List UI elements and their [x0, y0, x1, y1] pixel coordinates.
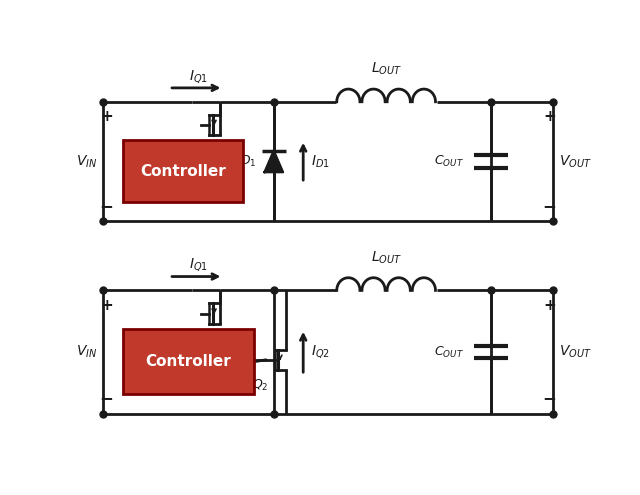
Text: $C_{OUT}$: $C_{OUT}$ — [434, 345, 463, 359]
Text: +: + — [543, 298, 556, 313]
Text: $Q_1$: $Q_1$ — [188, 330, 205, 345]
Text: Controller: Controller — [140, 163, 225, 179]
Text: $L_{OUT}$: $L_{OUT}$ — [371, 61, 402, 77]
Text: $V_{OUT}$: $V_{OUT}$ — [559, 344, 592, 360]
Text: $V_{OUT}$: $V_{OUT}$ — [559, 153, 592, 170]
Bar — [123, 140, 243, 202]
Text: −: − — [543, 197, 557, 215]
Text: +: + — [100, 109, 113, 124]
Text: −: − — [543, 390, 557, 407]
Polygon shape — [264, 150, 283, 172]
Text: $I_{D1}$: $I_{D1}$ — [311, 153, 330, 170]
Text: $Q_1$: $Q_1$ — [188, 141, 205, 156]
Text: $I_{Q1}$: $I_{Q1}$ — [189, 256, 208, 273]
Text: $D_1$: $D_1$ — [241, 154, 257, 169]
Text: $V_{IN}$: $V_{IN}$ — [76, 153, 97, 170]
Bar — [123, 329, 254, 395]
Text: $Q_2$: $Q_2$ — [252, 377, 268, 393]
Text: $I_{Q2}$: $I_{Q2}$ — [311, 344, 330, 360]
Text: $C_{OUT}$: $C_{OUT}$ — [434, 154, 463, 169]
Text: +: + — [543, 109, 556, 124]
Text: Controller: Controller — [146, 354, 232, 369]
Text: $I_{Q1}$: $I_{Q1}$ — [189, 68, 208, 85]
Text: $L_{OUT}$: $L_{OUT}$ — [371, 249, 402, 266]
Text: $V_{IN}$: $V_{IN}$ — [76, 344, 97, 360]
Text: +: + — [100, 298, 113, 313]
Text: −: − — [99, 197, 113, 215]
Text: −: − — [99, 390, 113, 407]
